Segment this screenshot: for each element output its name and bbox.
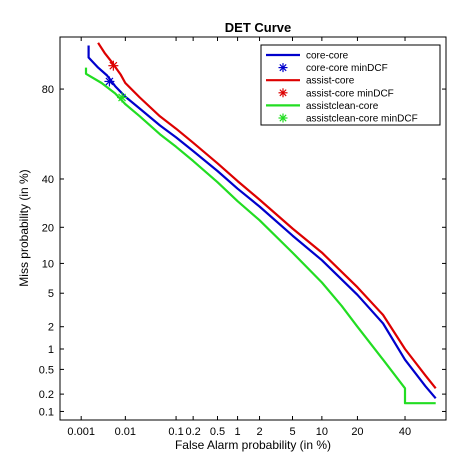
x-tick-label: 0.5: [210, 426, 225, 438]
y-tick-label: 1: [48, 344, 54, 356]
legend-label: assist-core: [306, 76, 355, 87]
series-line-core-core: [87, 45, 437, 400]
legend-label: assistclean-core minDCF: [306, 114, 418, 125]
y-tick-label: 40: [42, 174, 54, 186]
series-layer: [84, 42, 437, 405]
legend-box: [260, 44, 441, 126]
x-tick-label: 20: [351, 426, 363, 438]
y-tick-label: 5: [48, 288, 54, 300]
mindcf-marker-assistclean-core-minDCF: [117, 92, 128, 103]
y-axis-ticks: 0.1 0.2 0.5 1 2 5 10 20 40 80: [39, 84, 446, 418]
y-tick-label: 0.1: [39, 406, 54, 418]
x-tick-label: 0.2: [185, 426, 200, 438]
legend-label: core-core: [306, 51, 349, 62]
series-line-assist-core: [97, 42, 437, 389]
x-axis-label: False Alarm probability (in %): [175, 438, 331, 452]
mindcf-marker-core-core-minDCF: [104, 76, 115, 87]
x-tick-label: 0.01: [115, 426, 136, 438]
legend-marker-swatch: [278, 88, 288, 98]
y-tick-label: 80: [42, 84, 54, 96]
legend-label: assist-core minDCF: [306, 88, 394, 99]
legend-marker-swatch: [278, 113, 288, 123]
chart-title: DET Curve: [225, 20, 291, 35]
x-tick-label: 0.1: [168, 426, 183, 438]
y-tick-label: 10: [42, 258, 54, 270]
x-axis-ticks: 0.001 0.01 0.1 0.2 0.5 1 2 5 10 20 40: [67, 37, 411, 438]
x-tick-label: 0.001: [67, 426, 95, 438]
x-tick-label: 40: [399, 426, 411, 438]
mindcf-marker-assist-core-minDCF: [108, 60, 119, 71]
y-tick-label: 0.2: [39, 389, 54, 401]
series-line-assistclean-core: [84, 67, 436, 405]
y-tick-label: 0.5: [39, 364, 54, 376]
x-tick-label: 2: [256, 426, 262, 438]
legend-label: core-core minDCF: [306, 63, 388, 74]
y-axis-label: Miss probability (in %): [17, 169, 31, 286]
legend-label: assistclean-core: [306, 101, 379, 112]
legend-marker-swatch: [278, 63, 288, 73]
y-tick-label: 20: [42, 222, 54, 234]
x-tick-label: 5: [289, 426, 295, 438]
x-tick-label: 1: [235, 426, 241, 438]
x-tick-label: 10: [316, 426, 328, 438]
y-tick-label: 2: [48, 322, 54, 334]
